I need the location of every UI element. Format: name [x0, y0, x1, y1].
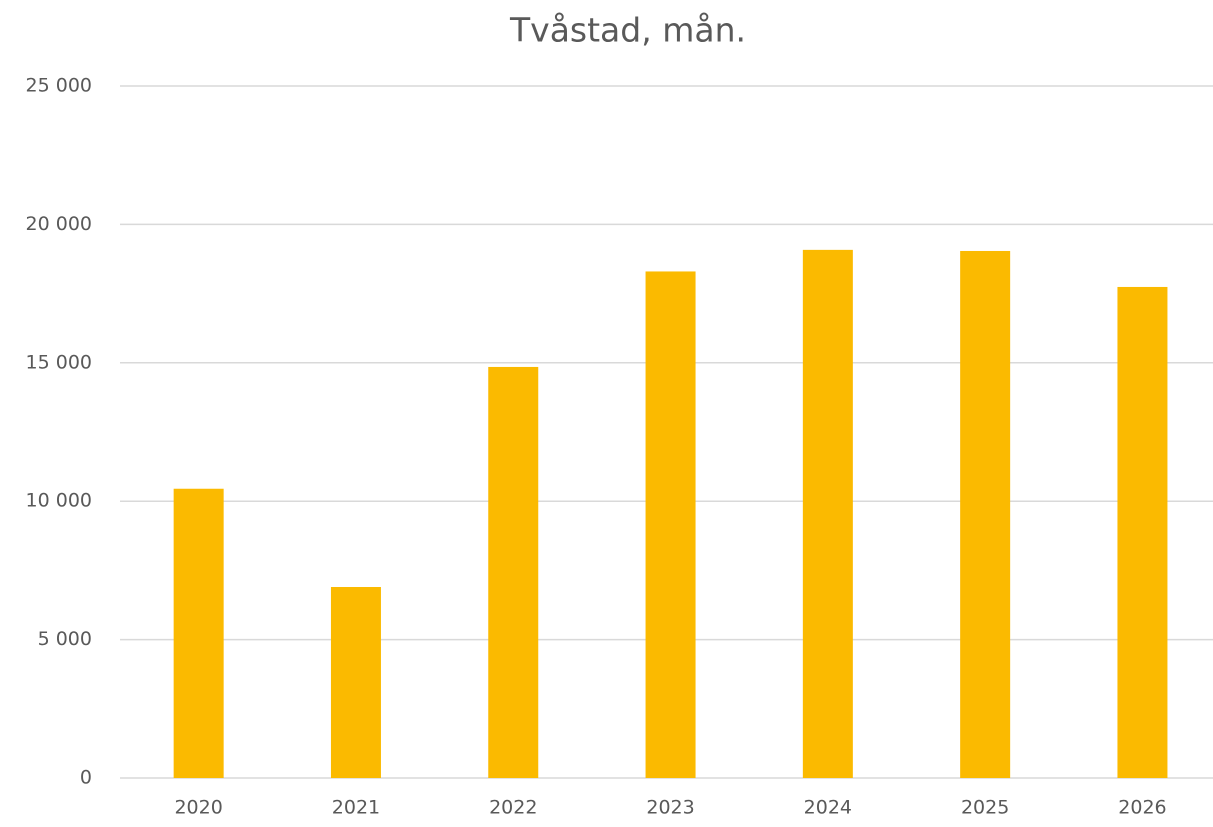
chart-title: Tvåstad, mån. — [509, 11, 746, 50]
x-tick-label: 2025 — [961, 797, 1009, 819]
bar — [330, 587, 381, 778]
y-tick-label: 15 000 — [26, 351, 92, 373]
bar — [802, 249, 853, 778]
y-tick-label: 25 000 — [26, 75, 92, 97]
y-tick-label: 10 000 — [26, 490, 92, 512]
bar — [173, 488, 224, 778]
x-tick-label: 2020 — [174, 797, 222, 819]
y-tick-label: 0 — [80, 767, 92, 789]
bar — [488, 366, 539, 778]
bar — [1117, 286, 1168, 778]
x-tick-label: 2021 — [332, 797, 380, 819]
x-tick-label: 2022 — [489, 797, 537, 819]
x-tick-label: 2023 — [646, 797, 694, 819]
y-tick-label: 20 000 — [26, 213, 92, 235]
bar — [645, 271, 696, 778]
bar — [960, 250, 1011, 779]
y-tick-label: 5 000 — [38, 628, 92, 650]
x-tick-label: 2024 — [804, 797, 852, 819]
x-tick-label: 2026 — [1118, 797, 1166, 819]
